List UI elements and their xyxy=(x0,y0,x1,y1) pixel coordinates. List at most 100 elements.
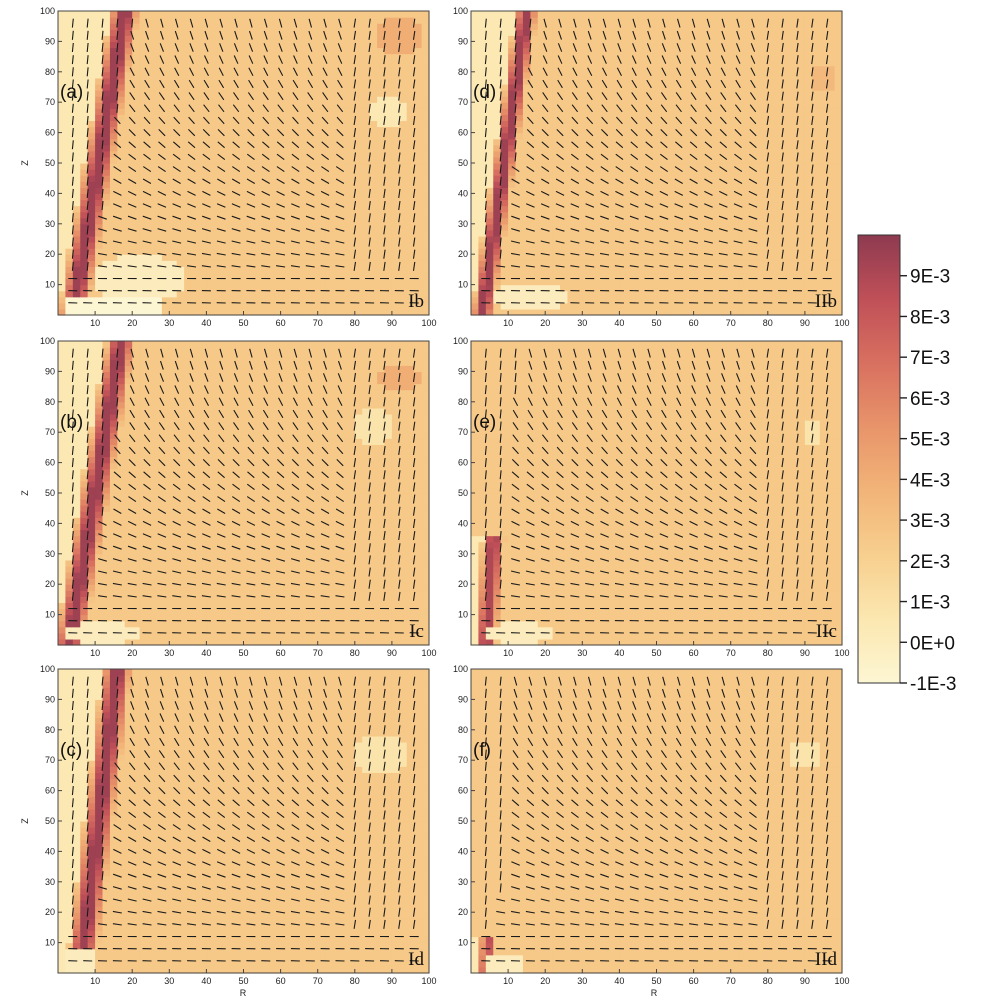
heatmap-cell xyxy=(500,223,509,231)
heatmap-cell xyxy=(530,77,539,85)
heatmap-cell xyxy=(332,169,341,176)
heatmap-cell xyxy=(406,120,415,128)
heatmap-cell xyxy=(250,169,259,176)
heatmap-cell xyxy=(176,187,185,194)
heatmap-cell xyxy=(325,296,334,304)
heatmap-cell xyxy=(332,284,341,292)
heatmap-cell xyxy=(169,132,178,140)
heatmap-cell xyxy=(243,211,252,219)
velocity-arrow xyxy=(113,129,121,137)
heatmap-cell xyxy=(406,193,415,201)
heatmap-cell xyxy=(369,41,378,49)
x-tick-label: 50 xyxy=(238,318,248,328)
velocity-arrow xyxy=(307,79,314,89)
heatmap-cell xyxy=(288,77,297,85)
heatmap-cell xyxy=(72,53,81,61)
panel-grid: 10 20 30 40 50 60 70 80 90 1001020304050607080901… xyxy=(20,6,850,986)
heatmap-cell xyxy=(250,296,259,304)
heatmap-cell xyxy=(58,71,67,79)
velocity-arrow xyxy=(248,79,254,89)
heatmap-cell xyxy=(139,102,148,109)
heatmap-cell xyxy=(421,114,430,122)
heatmap-cell xyxy=(72,193,81,201)
heatmap-cell xyxy=(325,217,334,225)
heatmap-cell xyxy=(421,169,430,176)
heatmap-cell xyxy=(236,217,245,225)
heatmap-cell xyxy=(421,126,430,134)
heatmap-cell xyxy=(161,53,170,61)
heatmap-cell xyxy=(184,102,193,109)
heatmap-cell xyxy=(391,29,400,36)
heatmap-cell xyxy=(406,181,415,188)
heatmap-cell xyxy=(191,175,200,182)
heatmap-cell xyxy=(537,217,546,225)
heatmap-cell xyxy=(206,47,215,55)
heatmap-cell xyxy=(611,229,620,237)
heatmap-cell xyxy=(582,83,591,91)
heatmap-cell xyxy=(552,96,561,103)
heatmap-cell xyxy=(399,90,408,97)
heatmap-cell xyxy=(530,199,539,207)
heatmap-cell xyxy=(515,223,524,231)
velocity-arrow xyxy=(201,252,211,256)
heatmap-cell xyxy=(406,223,415,231)
heatmap-cell xyxy=(213,205,222,213)
heatmap-cell xyxy=(132,29,141,36)
heatmap-cell xyxy=(347,83,356,91)
heatmap-cell xyxy=(273,235,282,243)
heatmap-cell xyxy=(221,199,230,207)
heatmap-cell xyxy=(147,278,156,286)
heatmap-cell xyxy=(302,175,311,182)
heatmap-cell xyxy=(574,223,583,231)
heatmap-cell xyxy=(325,59,334,67)
velocity-arrow xyxy=(247,104,255,113)
heatmap-cell xyxy=(295,248,304,255)
heatmap-cell xyxy=(132,120,141,128)
heatmap-cell xyxy=(715,181,724,188)
heatmap-cell xyxy=(206,284,215,292)
heatmap-cell xyxy=(362,144,371,152)
heatmap-cell xyxy=(295,254,304,261)
heatmap-cell xyxy=(399,144,408,152)
heatmap-cell xyxy=(176,175,185,182)
heatmap-cell xyxy=(139,83,148,91)
velocity-arrow xyxy=(142,190,152,196)
velocity-arrow xyxy=(231,166,241,173)
heatmap-cell xyxy=(560,114,569,122)
heatmap-cell xyxy=(347,138,356,146)
heatmap-cell xyxy=(663,223,672,231)
heatmap-cell xyxy=(574,260,583,267)
velocity-arrow xyxy=(277,129,285,137)
heatmap-cell xyxy=(310,211,319,219)
heatmap-cell xyxy=(295,59,304,67)
velocity-arrow xyxy=(322,55,328,64)
velocity-arrow xyxy=(291,203,300,208)
heatmap-cell xyxy=(671,11,680,18)
heatmap-cell xyxy=(295,11,304,18)
heatmap-cell xyxy=(310,65,319,73)
velocity-arrow xyxy=(218,104,225,113)
heatmap-cell xyxy=(730,169,739,176)
heatmap-cell xyxy=(582,96,591,103)
heatmap-cell xyxy=(72,35,81,42)
velocity-arrow xyxy=(101,140,104,150)
heatmap-cell xyxy=(317,193,326,201)
heatmap-cell xyxy=(132,102,141,109)
heatmap-cell xyxy=(604,114,613,122)
heatmap-cell xyxy=(493,150,502,158)
heatmap-cell xyxy=(377,193,386,201)
velocity-arrow xyxy=(305,203,315,208)
heatmap-cell xyxy=(406,83,415,91)
heatmap-cell xyxy=(258,272,267,280)
heatmap-cell xyxy=(522,71,531,79)
heatmap-cell xyxy=(258,23,267,30)
heatmap-cell xyxy=(414,248,423,255)
heatmap-cell xyxy=(273,181,282,188)
heatmap-cell xyxy=(109,181,118,188)
heatmap-cell xyxy=(478,260,487,267)
heatmap-cell xyxy=(597,254,606,261)
heatmap-cell xyxy=(369,211,378,219)
heatmap-cell xyxy=(332,102,341,109)
heatmap-cell xyxy=(611,11,620,18)
heatmap-cell xyxy=(619,290,628,298)
